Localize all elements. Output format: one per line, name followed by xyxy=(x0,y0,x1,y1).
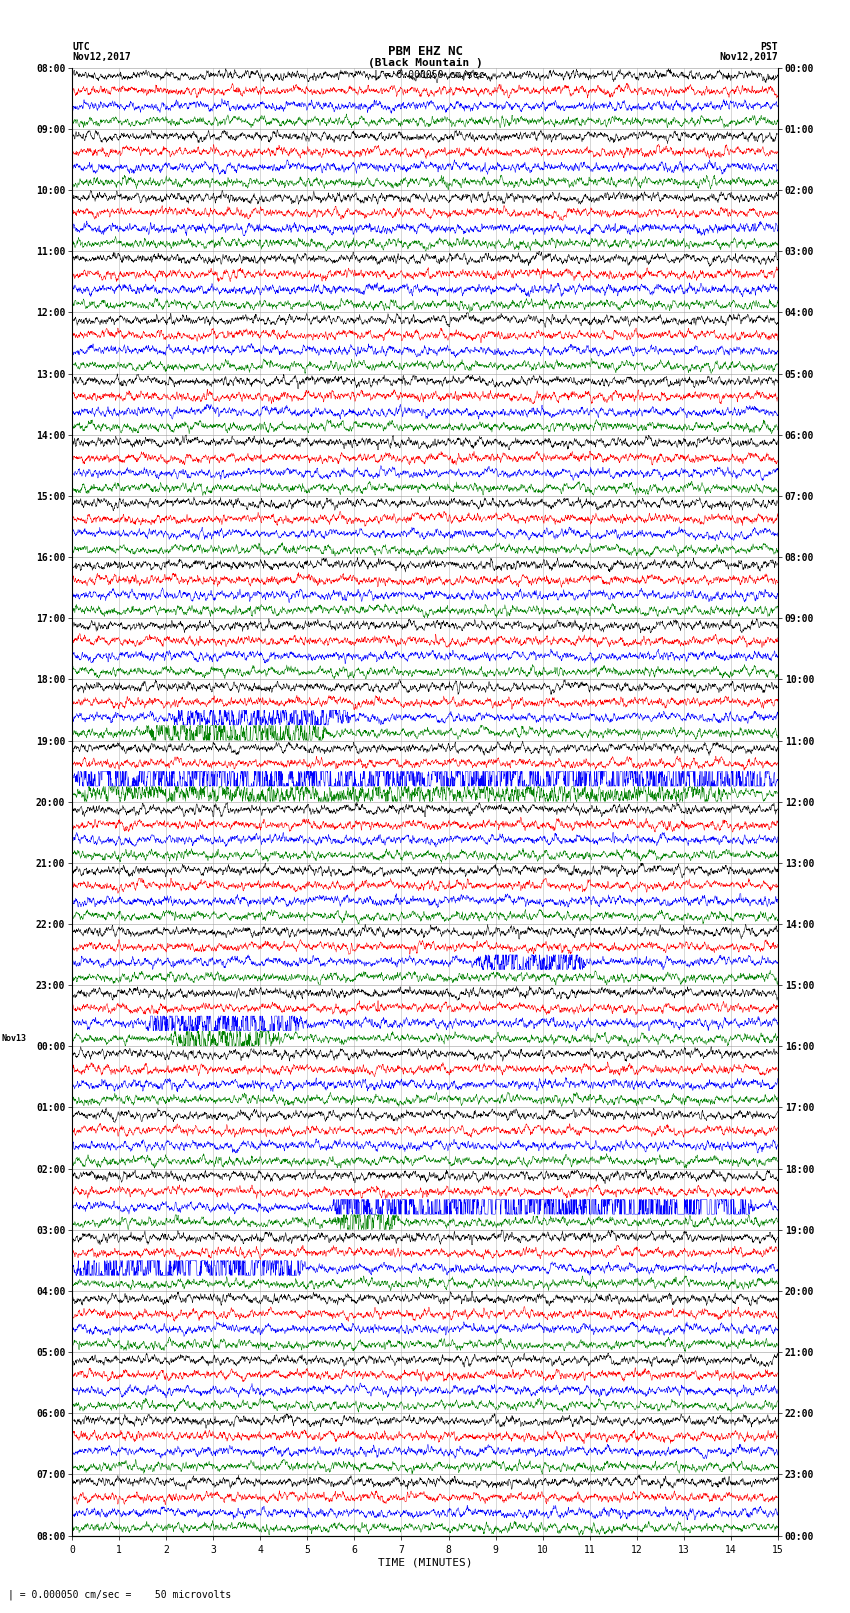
Text: PBM EHZ NC: PBM EHZ NC xyxy=(388,45,462,58)
Text: UTC: UTC xyxy=(72,42,90,52)
Text: Nov12,2017: Nov12,2017 xyxy=(719,52,778,61)
Text: PST: PST xyxy=(760,42,778,52)
Text: | = 0.000050 cm/sec: | = 0.000050 cm/sec xyxy=(373,69,485,81)
Text: Nov12,2017: Nov12,2017 xyxy=(72,52,131,61)
Text: Nov13: Nov13 xyxy=(2,1034,26,1044)
Text: | = 0.000050 cm/sec =    50 microvolts: | = 0.000050 cm/sec = 50 microvolts xyxy=(8,1589,232,1600)
X-axis label: TIME (MINUTES): TIME (MINUTES) xyxy=(377,1558,473,1568)
Text: (Black Mountain ): (Black Mountain ) xyxy=(367,58,483,68)
